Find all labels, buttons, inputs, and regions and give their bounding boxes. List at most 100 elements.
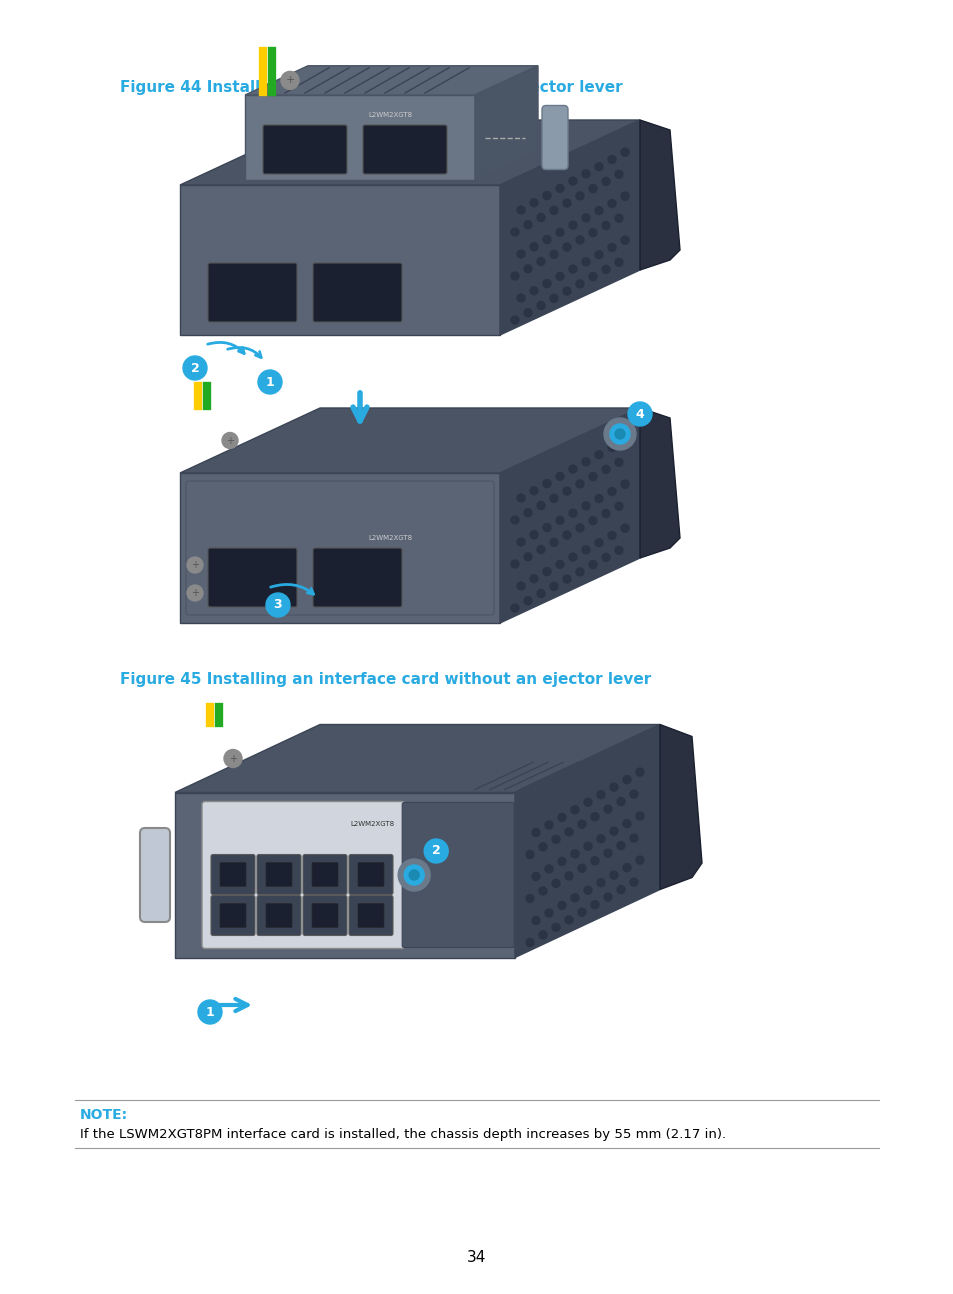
Circle shape	[581, 170, 589, 177]
Circle shape	[562, 243, 571, 251]
Circle shape	[588, 185, 597, 193]
Polygon shape	[174, 725, 659, 792]
Circle shape	[537, 302, 544, 309]
Circle shape	[538, 842, 546, 851]
Circle shape	[532, 916, 539, 924]
FancyBboxPatch shape	[349, 854, 393, 894]
Circle shape	[530, 287, 537, 295]
FancyBboxPatch shape	[363, 126, 447, 173]
Circle shape	[525, 938, 534, 946]
Circle shape	[622, 819, 630, 828]
Circle shape	[609, 783, 618, 791]
Circle shape	[620, 237, 628, 245]
Circle shape	[552, 880, 559, 888]
FancyBboxPatch shape	[256, 895, 301, 936]
Circle shape	[620, 480, 628, 488]
Circle shape	[615, 502, 622, 510]
Circle shape	[629, 879, 638, 886]
FancyBboxPatch shape	[256, 854, 301, 894]
Circle shape	[544, 864, 553, 873]
Circle shape	[562, 487, 571, 496]
Polygon shape	[245, 66, 537, 94]
Circle shape	[568, 221, 577, 229]
Circle shape	[525, 850, 534, 858]
Circle shape	[622, 775, 630, 784]
Circle shape	[530, 531, 537, 538]
Circle shape	[523, 309, 532, 317]
Circle shape	[629, 835, 638, 842]
Circle shape	[568, 265, 577, 273]
Text: L2WM2XGT8: L2WM2XGT8	[350, 822, 394, 827]
Circle shape	[576, 192, 583, 199]
FancyBboxPatch shape	[357, 863, 384, 886]
FancyBboxPatch shape	[211, 895, 254, 936]
Polygon shape	[180, 185, 499, 335]
Circle shape	[542, 280, 551, 287]
Circle shape	[620, 436, 628, 444]
FancyBboxPatch shape	[303, 895, 347, 936]
Text: +: +	[285, 75, 294, 85]
Circle shape	[562, 199, 571, 207]
Circle shape	[607, 199, 616, 207]
Circle shape	[636, 813, 643, 820]
Circle shape	[595, 163, 602, 171]
Circle shape	[511, 272, 518, 280]
Circle shape	[556, 228, 563, 237]
Circle shape	[530, 243, 537, 251]
Circle shape	[601, 221, 609, 229]
Circle shape	[588, 472, 597, 480]
Polygon shape	[180, 474, 499, 622]
Circle shape	[537, 502, 544, 510]
Circle shape	[556, 184, 563, 193]
Circle shape	[597, 879, 604, 886]
Circle shape	[517, 538, 524, 546]
Circle shape	[620, 193, 628, 201]
Circle shape	[568, 553, 577, 562]
Circle shape	[558, 858, 565, 866]
Circle shape	[511, 316, 518, 324]
Circle shape	[615, 546, 622, 554]
Circle shape	[257, 370, 282, 393]
Circle shape	[542, 192, 551, 199]
Circle shape	[523, 509, 532, 516]
FancyBboxPatch shape	[266, 863, 292, 886]
Circle shape	[601, 177, 609, 185]
Circle shape	[620, 524, 628, 532]
Circle shape	[532, 872, 539, 880]
FancyBboxPatch shape	[186, 481, 494, 615]
Text: NOTE:: NOTE:	[80, 1108, 128, 1122]
Circle shape	[564, 872, 573, 880]
Circle shape	[617, 841, 624, 850]
Text: 1: 1	[206, 1005, 214, 1018]
Polygon shape	[639, 120, 679, 270]
Circle shape	[397, 859, 430, 892]
FancyBboxPatch shape	[211, 854, 254, 894]
Circle shape	[266, 593, 290, 617]
FancyBboxPatch shape	[220, 863, 246, 886]
Circle shape	[601, 265, 609, 273]
Circle shape	[588, 516, 597, 524]
Circle shape	[556, 560, 563, 568]
Circle shape	[550, 494, 558, 502]
Text: If the LSWM2XGT8PM interface card is installed, the chassis depth increases by 5: If the LSWM2XGT8PM interface card is ins…	[80, 1128, 725, 1141]
Circle shape	[576, 524, 583, 532]
Circle shape	[588, 229, 597, 237]
Circle shape	[538, 930, 546, 939]
Circle shape	[607, 488, 616, 496]
Circle shape	[568, 465, 577, 474]
Circle shape	[517, 582, 524, 590]
Circle shape	[609, 871, 618, 879]
FancyBboxPatch shape	[313, 263, 401, 322]
Polygon shape	[174, 792, 515, 958]
FancyBboxPatch shape	[349, 895, 393, 936]
Circle shape	[590, 813, 598, 820]
Circle shape	[511, 604, 518, 612]
Circle shape	[532, 828, 539, 836]
Circle shape	[409, 870, 418, 880]
Text: L2WM2XGT8: L2WM2XGT8	[368, 113, 412, 118]
Circle shape	[615, 215, 622, 223]
Circle shape	[636, 769, 643, 776]
Circle shape	[607, 243, 616, 251]
Text: 2: 2	[432, 845, 440, 858]
Circle shape	[576, 280, 583, 287]
